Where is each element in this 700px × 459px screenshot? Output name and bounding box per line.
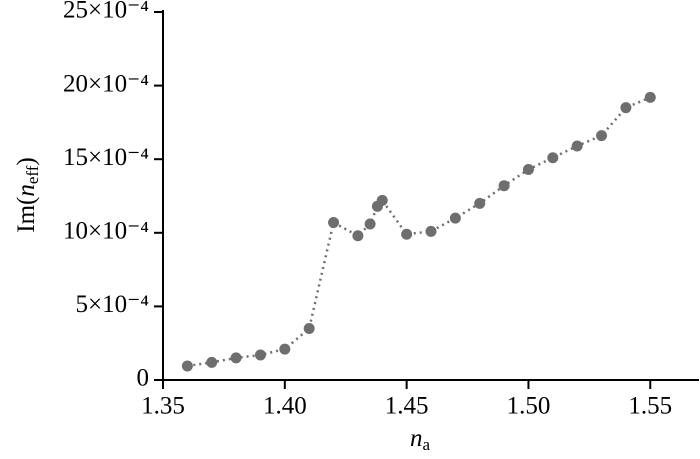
data-point: [303, 322, 315, 334]
data-point: [279, 343, 291, 355]
data-point: [328, 216, 340, 228]
data-point: [522, 164, 534, 176]
y-tick-label: 5×10⁻⁴: [75, 291, 149, 318]
data-point: [206, 356, 218, 368]
series-line: [187, 96, 651, 368]
x-tick-label: 1.50: [507, 393, 551, 420]
data-point: [571, 140, 583, 152]
data-point: [230, 352, 242, 364]
x-axis-label: na: [410, 425, 431, 454]
y-tick-label: 15×10⁻⁴: [63, 144, 149, 171]
data-point: [498, 180, 510, 192]
y-label-prefix: Im(: [13, 197, 40, 233]
x-tick-label: 1.40: [263, 393, 307, 420]
x-label-symbol: n: [410, 425, 423, 452]
data-point: [181, 360, 193, 372]
data-point: [425, 225, 437, 237]
y-tick-label: 25×10⁻⁴: [63, 0, 149, 24]
y-label-subscript: eff: [23, 165, 42, 184]
y-label-suffix: ): [13, 157, 40, 165]
data-point: [352, 230, 364, 242]
x-tick-label: 1.55: [628, 393, 672, 420]
x-tick-label: 1.35: [141, 393, 185, 420]
data-point: [547, 152, 559, 164]
x-tick-label: 1.45: [385, 393, 429, 420]
y-label-symbol: n: [13, 184, 40, 197]
data-point: [620, 102, 632, 114]
data-point: [364, 218, 376, 230]
data-point: [449, 212, 461, 224]
y-tick-label: 20×10⁻⁴: [63, 70, 149, 97]
y-tick-label: 0: [137, 365, 150, 392]
data-point: [401, 228, 413, 240]
data-point: [596, 130, 608, 142]
x-label-subscript: a: [422, 435, 430, 454]
y-axis-label: Im(neff): [13, 157, 42, 233]
data-point: [254, 349, 266, 361]
data-point: [474, 197, 486, 209]
data-point: [376, 194, 388, 206]
y-tick-label: 10×10⁻⁴: [63, 218, 149, 245]
data-point: [644, 91, 656, 103]
